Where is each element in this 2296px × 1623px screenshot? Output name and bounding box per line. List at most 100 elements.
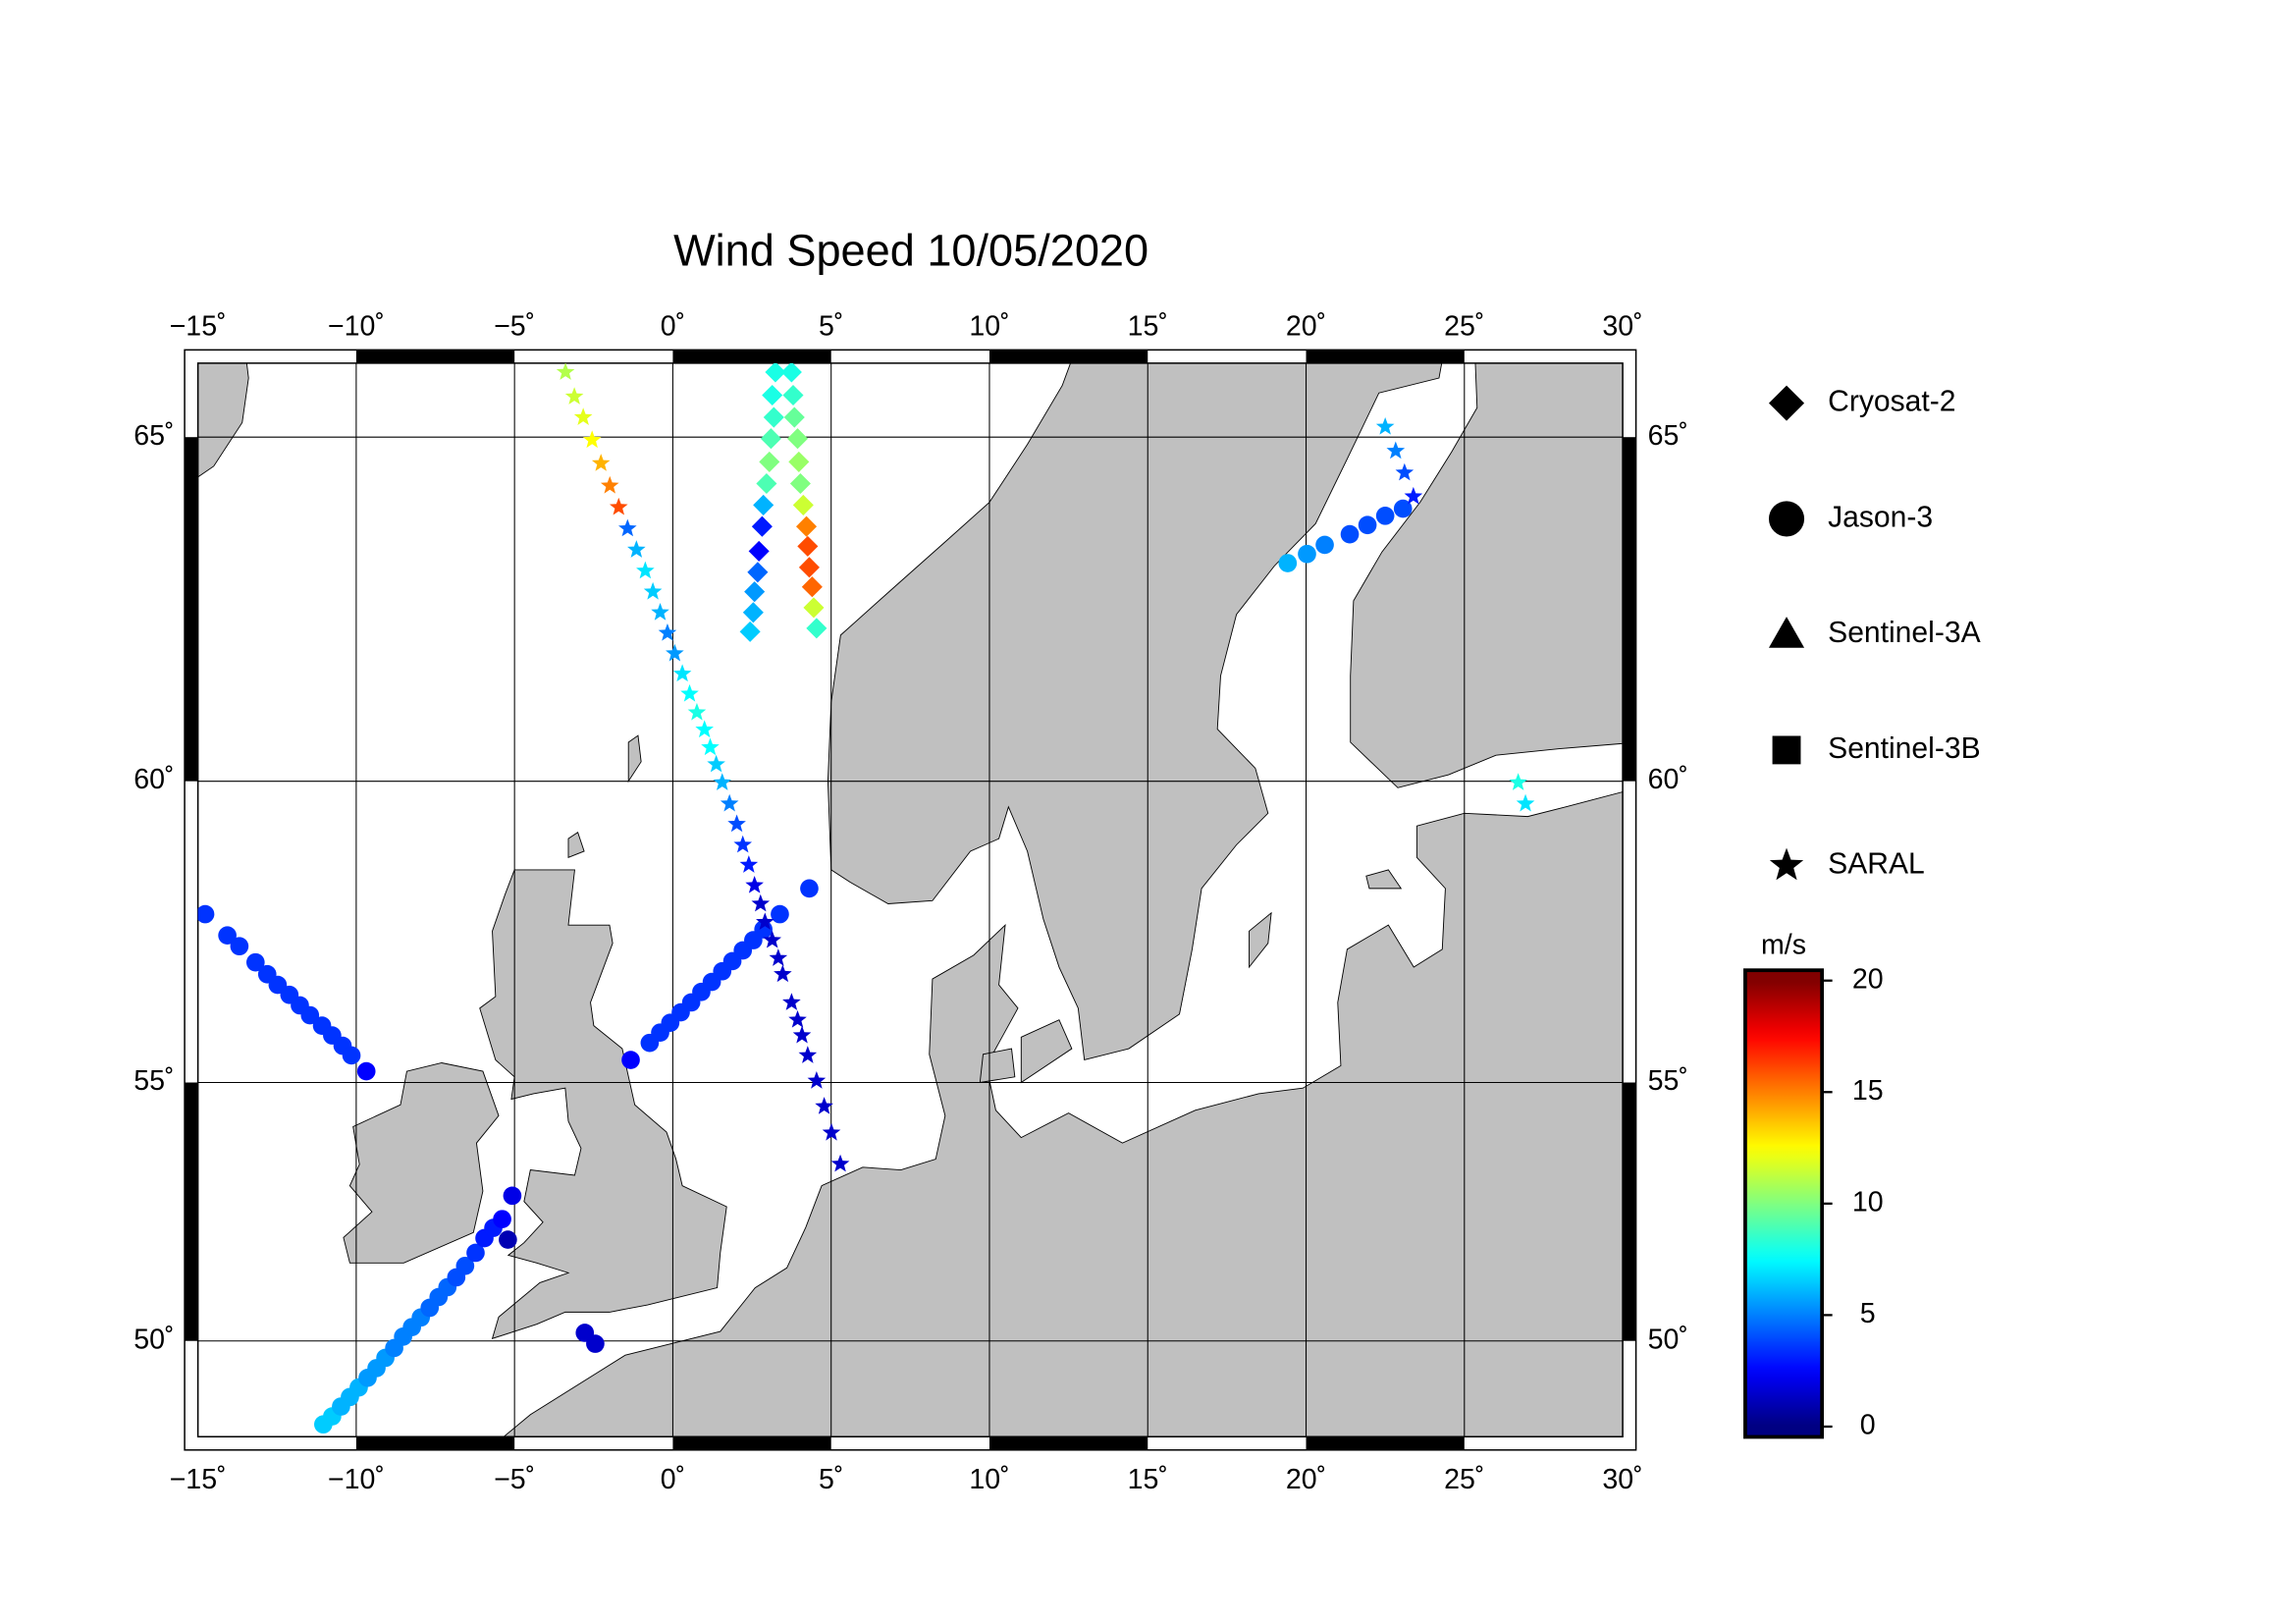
data-point bbox=[755, 912, 774, 931]
data-point bbox=[786, 428, 809, 450]
data-point bbox=[782, 993, 801, 1010]
data-point bbox=[727, 814, 746, 833]
data-point bbox=[1340, 524, 1360, 544]
x-tick-label: 30˚ bbox=[1602, 310, 1642, 342]
data-point bbox=[621, 1051, 640, 1069]
x-tick-label: 0˚ bbox=[661, 1464, 685, 1495]
data-point bbox=[701, 737, 720, 756]
data-point bbox=[573, 407, 593, 425]
data-point bbox=[771, 904, 789, 924]
data-point bbox=[798, 557, 820, 578]
data-point bbox=[803, 597, 825, 619]
land bbox=[567, 832, 585, 858]
data-point bbox=[1375, 416, 1395, 435]
data-point bbox=[230, 937, 249, 956]
data-point bbox=[1358, 515, 1377, 535]
frame-outer bbox=[184, 349, 1637, 1451]
data-point bbox=[753, 494, 774, 515]
data-point bbox=[806, 618, 828, 639]
legend-label: Jason-3 bbox=[1828, 501, 1933, 533]
legend-label: Sentinel-3A bbox=[1828, 617, 1981, 649]
data-point bbox=[1315, 535, 1334, 555]
data-point bbox=[1404, 486, 1423, 505]
data-point bbox=[789, 472, 811, 495]
land bbox=[979, 1048, 1016, 1084]
y-tick-label: 65˚ bbox=[133, 420, 174, 452]
data-point bbox=[807, 1071, 827, 1089]
data-point bbox=[739, 855, 759, 873]
data-point bbox=[493, 1210, 511, 1228]
colorbar-tick-label: 0 bbox=[1860, 1410, 1876, 1441]
colorbar-unit: m/s bbox=[1761, 930, 1806, 961]
y-tick-label: 55˚ bbox=[133, 1065, 174, 1097]
data-point bbox=[707, 754, 725, 773]
data-point bbox=[600, 475, 619, 494]
data-point bbox=[666, 643, 684, 662]
data-point bbox=[1298, 544, 1316, 564]
data-point bbox=[796, 515, 818, 537]
data-point bbox=[815, 1097, 833, 1114]
x-tick-label: −10˚ bbox=[328, 1464, 385, 1495]
legend-label: SARAL bbox=[1828, 848, 1925, 881]
x-tick-label: −5˚ bbox=[494, 310, 535, 342]
colorbar-tick-label: 5 bbox=[1860, 1298, 1876, 1329]
x-tick-label: 5˚ bbox=[819, 1464, 843, 1495]
colorbar-tick-label: 20 bbox=[1852, 963, 1884, 995]
data-point bbox=[680, 683, 699, 702]
data-point bbox=[1509, 773, 1527, 790]
x-tick-label: −15˚ bbox=[170, 310, 227, 342]
data-point bbox=[591, 454, 611, 471]
land-layer bbox=[197, 362, 1624, 1437]
legend-label: Cryosat-2 bbox=[1828, 386, 1955, 418]
frame-bar bbox=[988, 1436, 1148, 1450]
data-point bbox=[759, 451, 780, 472]
data-point bbox=[830, 1154, 850, 1172]
data-point bbox=[763, 930, 782, 948]
frame-bar bbox=[1623, 437, 1636, 782]
frame-bar bbox=[1623, 1082, 1636, 1341]
data-point bbox=[1375, 507, 1395, 525]
colorbar-tick-label: 10 bbox=[1852, 1186, 1884, 1217]
y-tick-label: 55˚ bbox=[1648, 1065, 1688, 1097]
data-point bbox=[586, 1334, 605, 1353]
land bbox=[197, 362, 249, 478]
data-point bbox=[1386, 441, 1406, 460]
data-point bbox=[788, 451, 810, 472]
legend-label: Sentinel-3B bbox=[1828, 732, 1981, 765]
colorbar: m/s 0 5 10 15 20 bbox=[1743, 930, 1884, 1441]
data-point bbox=[792, 494, 814, 515]
data-point bbox=[455, 1256, 475, 1275]
x-tick-label: 10˚ bbox=[969, 310, 1009, 342]
y-tick-label: 60˚ bbox=[1648, 764, 1688, 795]
data-point bbox=[720, 793, 739, 812]
legend-marker bbox=[1768, 385, 1805, 421]
land bbox=[503, 791, 1624, 1437]
x-tick-label: 0˚ bbox=[661, 310, 685, 342]
data-point bbox=[733, 835, 753, 853]
x-tick-label: −5˚ bbox=[494, 1464, 535, 1495]
legend-marker bbox=[1772, 735, 1801, 765]
x-tick-label: −15˚ bbox=[170, 1464, 227, 1495]
data-point bbox=[197, 904, 215, 924]
data-point bbox=[797, 535, 819, 557]
data-point bbox=[1516, 793, 1535, 812]
legend-marker bbox=[1768, 617, 1805, 648]
data-point bbox=[582, 430, 602, 449]
data-point bbox=[356, 1061, 376, 1081]
point-layer bbox=[197, 362, 1535, 1434]
data-point bbox=[792, 1025, 812, 1044]
data-point bbox=[744, 581, 766, 603]
map-title: Wind Speed 10/05/2020 bbox=[673, 226, 1148, 276]
data-point bbox=[713, 773, 732, 790]
data-point bbox=[742, 602, 764, 623]
data-point bbox=[765, 362, 786, 383]
data-point bbox=[774, 964, 792, 983]
data-point bbox=[658, 622, 677, 641]
data-point bbox=[747, 562, 769, 583]
data-point bbox=[798, 1046, 818, 1063]
x-tick-label: 25˚ bbox=[1444, 310, 1484, 342]
data-point bbox=[782, 384, 804, 406]
data-point bbox=[636, 561, 655, 579]
data-point bbox=[1393, 499, 1413, 518]
x-tick-label: 25˚ bbox=[1444, 1464, 1484, 1495]
